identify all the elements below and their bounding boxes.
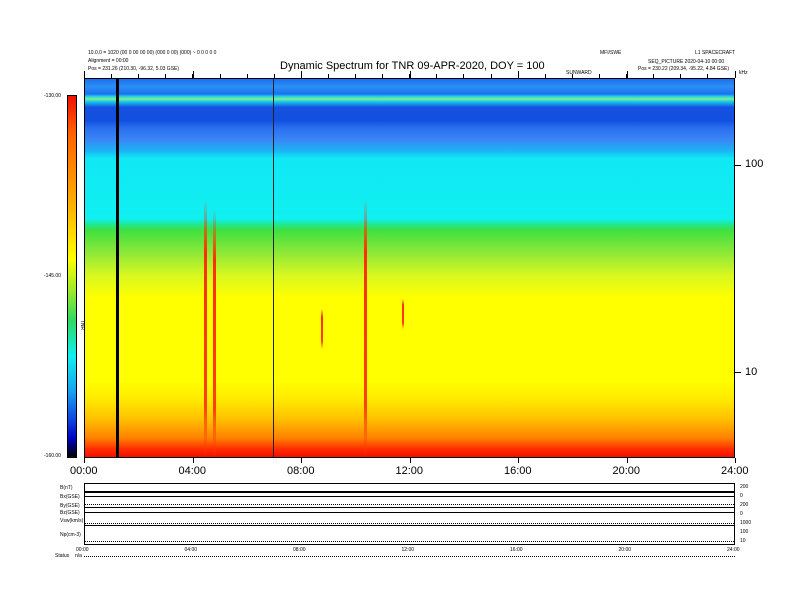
sunward-label: SUNWARD xyxy=(566,70,592,76)
x-minor-tick xyxy=(571,74,573,78)
panel-strip xyxy=(85,496,734,508)
lower-right-tick: 1000 xyxy=(740,520,752,526)
y-tick-10: 10 xyxy=(745,366,758,378)
header-position-left: Pos = 231.26 (210.30, -96.32, 5.03 GSE) xyxy=(88,66,180,72)
header-position-right: Pos = 230.22 (209.34, -95.22, 4.84 GSE) xyxy=(638,66,730,72)
x-minor-tick xyxy=(598,74,600,78)
density-trace xyxy=(85,541,734,542)
x-minor-tick xyxy=(327,74,329,78)
colorbar-tick: -130.00 xyxy=(44,93,61,99)
lower-right-tick: 200 xyxy=(740,484,749,490)
header-right-line1: L1 SPACECRAFT xyxy=(695,50,736,56)
burst-streak xyxy=(204,199,207,459)
x-tick-label: 12:00 xyxy=(395,465,424,477)
lower-time-tick: 16:00 xyxy=(510,547,523,553)
lower-right-tick: 0 xyxy=(740,511,743,517)
spectrogram xyxy=(84,78,735,459)
solar-wind-panel xyxy=(84,483,735,545)
data-gap-line xyxy=(116,79,119,457)
x-minor-tick xyxy=(84,74,85,78)
x-tick-mark xyxy=(301,458,302,463)
x-tick-mark xyxy=(84,458,85,463)
x-minor-tick xyxy=(300,74,302,78)
burst-streak xyxy=(364,199,367,459)
x-minor-tick xyxy=(517,74,519,78)
header-center-right: MFI/SWE xyxy=(600,50,622,56)
units-label: kHz xyxy=(739,70,748,76)
lower-time-tick: 12:00 xyxy=(401,547,415,553)
x-minor-tick xyxy=(273,74,275,78)
footer-trace xyxy=(84,556,735,557)
x-tick-mark xyxy=(626,458,628,463)
x-minor-tick xyxy=(138,74,140,78)
x-minor-tick xyxy=(544,74,546,78)
colorbar-tick: -145.00 xyxy=(44,273,61,279)
lower-label: Bz(GSE) xyxy=(60,510,80,516)
x-tick-mark xyxy=(518,458,519,463)
x-minor-tick xyxy=(111,74,113,78)
lower-time-tick: 00:00 xyxy=(76,547,89,553)
header-info-line1: 10.0.0 = 1020 (00 0 00 00 00) (000 0 00)… xyxy=(88,50,217,56)
x-minor-tick xyxy=(490,74,492,78)
lower-label: Bx(GSE) xyxy=(60,494,80,500)
lower-right-tick: 100 xyxy=(740,529,749,535)
x-minor-tick xyxy=(165,74,167,78)
burst-streak xyxy=(213,209,216,459)
lower-right-tick: 200 xyxy=(740,502,749,508)
lower-right-tick: 10 xyxy=(740,538,746,544)
x-tick-label: 04:00 xyxy=(178,465,207,477)
lower-label: By(GSE) xyxy=(60,503,80,509)
lower-label: B(nT) xyxy=(60,485,73,491)
lower-label: Np(cm-3) xyxy=(60,532,81,538)
lower-time-tick: 20:00 xyxy=(618,547,632,553)
x-tick-label: 00:00 xyxy=(70,465,98,477)
x-minor-tick xyxy=(653,74,655,78)
colorbar-tick: -160.00 xyxy=(44,453,61,459)
x-tick-mark xyxy=(735,458,736,463)
footer-status-label: Status xyxy=(55,553,70,559)
x-minor-tick xyxy=(463,74,465,78)
panel-strip xyxy=(85,484,734,497)
x-tick-label: 24:00 xyxy=(721,465,749,477)
x-minor-tick xyxy=(707,74,709,78)
lower-time-tick: 24:00 xyxy=(727,547,740,553)
lower-time-tick: 04:00 xyxy=(184,547,198,553)
header-info-line2: Alignment = 00:00 xyxy=(88,58,129,64)
x-tick-label: 08:00 xyxy=(287,465,315,477)
x-tick-label: 16:00 xyxy=(504,465,532,477)
x-minor-tick xyxy=(192,74,194,78)
x-tick-mark xyxy=(735,71,736,78)
lower-time-tick: 08:00 xyxy=(293,547,306,553)
header-right-line2: SEQ_PICTURE 2020-04-10 00:00 xyxy=(648,59,725,65)
x-minor-tick xyxy=(409,74,411,78)
x-minor-tick xyxy=(355,74,356,78)
burst-streak xyxy=(321,309,323,349)
panel-strip xyxy=(85,512,734,526)
x-minor-tick xyxy=(246,74,248,78)
burst-streak xyxy=(402,299,404,329)
y-tick-mark xyxy=(735,372,741,373)
x-minor-tick xyxy=(436,74,438,78)
y-tick-mark xyxy=(735,165,741,166)
x-minor-tick xyxy=(626,74,627,78)
chart-title: Dynamic Spectrum for TNR 09-APR-2020, DO… xyxy=(280,60,545,72)
lower-label: Vsw(km/s) xyxy=(60,518,84,524)
footer-status-value: n/a xyxy=(75,553,82,559)
x-minor-tick xyxy=(680,74,682,78)
panel-strip xyxy=(85,507,734,513)
x-tick-mark xyxy=(409,458,411,463)
x-tick-mark xyxy=(626,71,628,78)
x-tick-label: 20:00 xyxy=(612,465,641,477)
lower-right-tick: 0 xyxy=(740,493,743,499)
x-tick-mark xyxy=(192,458,194,463)
colorbar-label: TNR xyxy=(79,319,86,331)
y-tick-100: 100 xyxy=(745,158,764,170)
x-minor-tick xyxy=(219,74,221,78)
data-gap-line xyxy=(273,79,274,457)
colorbar xyxy=(67,95,77,458)
x-minor-tick xyxy=(382,74,384,78)
